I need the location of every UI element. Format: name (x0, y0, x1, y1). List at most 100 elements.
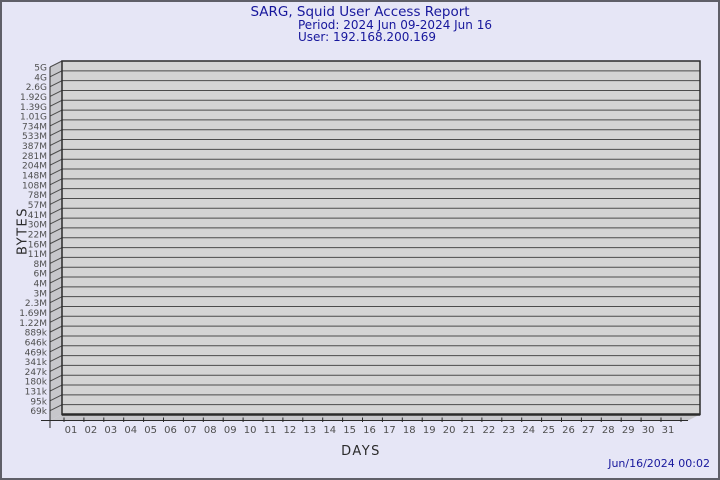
x-tick-label: 29 (622, 425, 635, 436)
y-tick-label: 5G (34, 64, 47, 74)
gridline-wall (49, 345, 63, 353)
y-tick-label: 734M (22, 122, 47, 132)
x-axis-title: DAYS (341, 444, 381, 459)
y-tick-label: 4G (34, 73, 47, 83)
y-tick-label: 281M (22, 152, 47, 162)
gridline-wall (49, 70, 63, 78)
y-tick-label: 131k (25, 388, 48, 398)
x-tick-label: 31 (662, 425, 675, 436)
gridline-wall (49, 256, 63, 264)
y-tick-label: 1.92G (20, 93, 47, 103)
gridline-wall (49, 188, 63, 196)
y-tick-label: 30M (28, 221, 47, 231)
y-tick-label: 1.39G (20, 103, 47, 113)
y-tick-label: 180k (25, 378, 48, 388)
y-tick-label: 247k (25, 368, 48, 378)
gridline-wall (49, 198, 63, 205)
y-tick-label: 8M (34, 260, 48, 270)
gridline-wall (49, 60, 63, 68)
x-tick-label: 03 (104, 425, 117, 436)
gridline-wall (49, 306, 63, 313)
gridline-wall (49, 80, 63, 88)
y-tick-label: 1.22M (19, 319, 47, 329)
y-tick-label: 646k (25, 338, 48, 348)
y-tick-label: 1.69M (19, 309, 47, 319)
x-tick-label: 22 (483, 425, 496, 436)
y-tick-label: 2.6G (26, 83, 47, 93)
y-tick-label: 148M (22, 172, 47, 182)
y-tick-label: 78M (28, 191, 47, 201)
y-tick-label: 57M (28, 201, 47, 211)
gridline-wall (49, 286, 63, 294)
gridline-wall (49, 266, 63, 274)
x-tick-label: 05 (144, 425, 157, 436)
y-tick-label: 1.01G (20, 113, 47, 123)
gridline-wall (49, 227, 63, 235)
gridline-wall (49, 129, 63, 137)
y-tick-label: 16M (28, 240, 47, 250)
gridline-wall (49, 384, 63, 392)
x-tick-label: 26 (562, 425, 575, 436)
y-tick-label: 341k (25, 358, 48, 368)
y-tick-label: 469k (25, 348, 48, 358)
x-tick-label: 16 (363, 425, 376, 436)
gridline-wall (49, 178, 63, 186)
gridline-wall (49, 296, 63, 304)
y-tick-label: 3M (34, 289, 48, 299)
x-tick-label: 14 (323, 425, 336, 436)
x-tick-label: 06 (164, 425, 177, 436)
x-tick-label: 18 (403, 425, 416, 436)
x-tick-label: 04 (124, 425, 137, 436)
gridline-wall (49, 207, 63, 215)
x-tick-label: 24 (522, 425, 535, 436)
x-tick-label: 10 (244, 425, 257, 436)
gridline-wall (49, 247, 63, 255)
gridline-wall (49, 315, 63, 323)
y-tick-label: 4M (34, 280, 48, 290)
x-tick-label: 17 (383, 425, 396, 436)
x-tick-label: 19 (423, 425, 436, 436)
gridline-wall (49, 276, 63, 284)
x-tick-label: 28 (602, 425, 615, 436)
x-tick-label: 08 (204, 425, 217, 436)
x-tick-label: 02 (85, 425, 98, 436)
x-tick-label: 23 (502, 425, 515, 436)
gridline-wall (49, 394, 63, 402)
x-tick-label: 12 (284, 425, 297, 436)
gridline-wall (49, 335, 63, 343)
y-tick-label: 22M (28, 230, 47, 240)
x-tick-label: 30 (642, 425, 655, 436)
generated-timestamp: Jun/16/2024 00:02 (608, 457, 710, 470)
gridline-wall (49, 404, 63, 412)
x-tick-label: 27 (582, 425, 595, 436)
gridline-wall (49, 148, 63, 156)
x-tick-label: 01 (65, 425, 78, 436)
y-tick-label: 95k (30, 397, 47, 407)
y-tick-label: 108M (22, 181, 47, 191)
y-tick-label: 69k (30, 407, 47, 417)
x-tick-label: 09 (224, 425, 237, 436)
gridline-wall (49, 90, 63, 97)
x-tick-label: 15 (343, 425, 356, 436)
gridline-wall (49, 168, 63, 176)
gridline-wall (49, 109, 63, 117)
gridline-wall (49, 99, 63, 107)
gridline-wall (49, 325, 63, 333)
y-tick-label: 2.3M (25, 299, 47, 309)
y-tick-label: 41M (28, 211, 47, 221)
x-tick-label: 07 (184, 425, 197, 436)
y-tick-label: 533M (22, 132, 47, 142)
gridline-wall (49, 217, 63, 225)
gridline-wall (49, 364, 63, 372)
x-tick-label: 11 (264, 425, 277, 436)
y-tick-label: 6M (34, 270, 48, 280)
y-tick-label: 889k (25, 329, 48, 339)
gridline-wall (49, 119, 63, 127)
y-tick-label: 11M (28, 250, 47, 260)
gridline-wall (49, 139, 63, 147)
gridline-wall (49, 158, 63, 166)
gridline-wall (49, 237, 63, 245)
x-tick-label: 21 (463, 425, 476, 436)
